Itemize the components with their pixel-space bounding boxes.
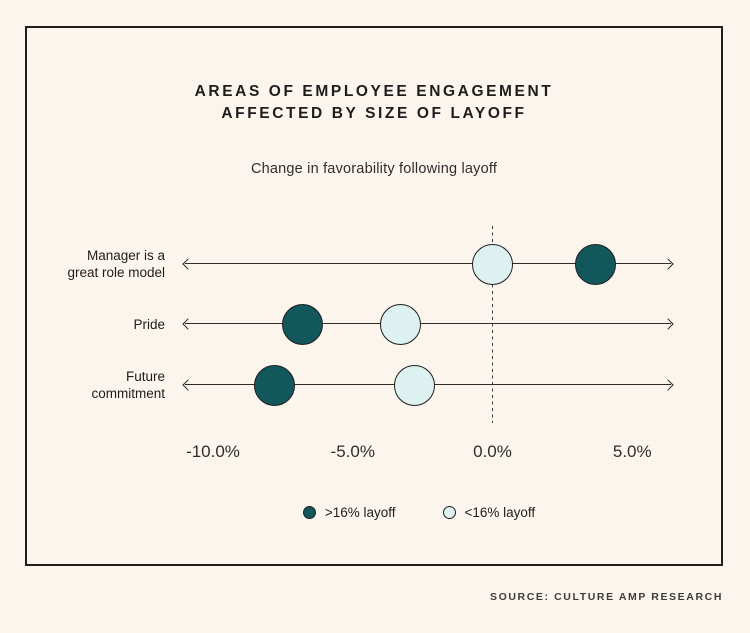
x-tick-label: 5.0% bbox=[612, 442, 652, 461]
data-point-gt16 bbox=[253, 364, 295, 406]
data-point-gt16 bbox=[281, 303, 323, 345]
data-point-lt16 bbox=[472, 243, 513, 285]
category-label-line: Pride bbox=[133, 316, 165, 332]
category-label-line: Manager is a bbox=[86, 248, 165, 263]
chart-card: AREAS OF EMPLOYEE ENGAGEMENT AFFECTED BY… bbox=[25, 26, 723, 566]
category-label-line: commitment bbox=[91, 386, 165, 401]
arrow-left-icon bbox=[182, 258, 194, 270]
legend-item-lt16: <16% layoff bbox=[442, 505, 536, 520]
x-tick-label: -10.0% bbox=[186, 442, 240, 461]
data-point-gt16 bbox=[575, 243, 617, 285]
arrow-right-icon bbox=[662, 318, 674, 330]
category-label: Future commitment bbox=[33, 368, 165, 402]
chart-title-line-2: AFFECTED BY SIZE OF LAYOFF bbox=[221, 104, 527, 122]
x-tick-label: -5.0% bbox=[330, 442, 375, 461]
category-label: Manager is a great role model bbox=[33, 247, 165, 281]
axis-line bbox=[182, 318, 674, 330]
data-point-lt16 bbox=[379, 303, 421, 345]
category-label-line: great role model bbox=[67, 265, 165, 280]
chart-title: AREAS OF EMPLOYEE ENGAGEMENT AFFECTED BY… bbox=[27, 81, 721, 124]
legend-label-lt16: <16% layoff bbox=[464, 505, 536, 520]
category-label: Pride bbox=[33, 316, 165, 333]
legend-label-gt16: >16% layoff bbox=[324, 505, 396, 520]
legend-dot-gt16-icon bbox=[302, 506, 316, 519]
source-attribution: SOURCE: CULTURE AMP RESEARCH bbox=[489, 591, 723, 603]
chart-area: Manager is a great role model Pride Future c… bbox=[27, 28, 719, 560]
arrow-right-icon bbox=[662, 379, 674, 391]
chart-legend: >16% layoff <16% layoff bbox=[72, 505, 750, 520]
chart-subtitle: Change in favorability following layoff bbox=[250, 161, 498, 177]
axis-line bbox=[182, 258, 674, 270]
arrow-left-icon bbox=[182, 379, 194, 391]
data-point-lt16 bbox=[393, 364, 435, 406]
arrow-left-icon bbox=[182, 318, 194, 330]
legend-item-gt16: >16% layoff bbox=[302, 505, 396, 520]
chart-title-line-1: AREAS OF EMPLOYEE ENGAGEMENT bbox=[194, 83, 554, 100]
legend-dot-lt16-icon bbox=[442, 506, 456, 519]
arrow-right-icon bbox=[662, 258, 674, 270]
zero-reference-line bbox=[491, 226, 494, 423]
category-label-line: Future bbox=[125, 369, 165, 384]
x-tick-label: 0.0% bbox=[473, 442, 512, 461]
